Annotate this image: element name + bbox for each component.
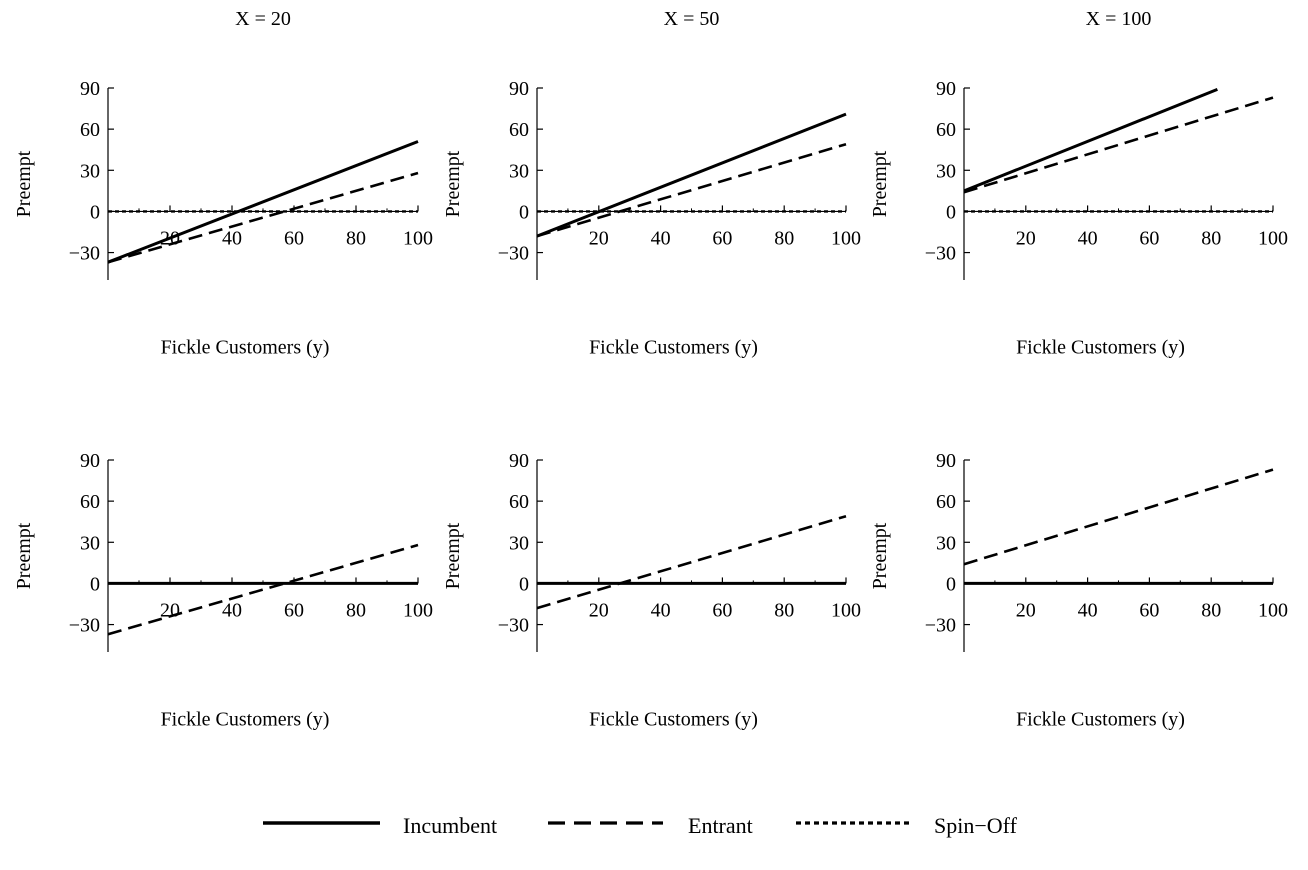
x-axis-title: Fickle Customers (y) <box>1016 708 1185 730</box>
y-tick-label: 60 <box>80 491 100 513</box>
series-entrant-line <box>536 142 847 238</box>
series-entrant-line <box>107 543 419 636</box>
y-axis-title: Preempt <box>13 150 35 217</box>
series-entrant-line <box>963 468 1274 566</box>
y-tick-label: 0 <box>519 201 529 223</box>
x-tick-label: 40 <box>1078 227 1098 249</box>
x-tick-label: 60 <box>1139 599 1159 621</box>
y-tick-label: −30 <box>925 615 956 637</box>
series-entrant-line <box>963 96 1274 194</box>
y-tick-label: 30 <box>80 160 100 182</box>
legend-label: Entrant <box>688 813 753 838</box>
series-incumbent-line <box>536 112 847 238</box>
y-tick-label: 90 <box>936 78 956 100</box>
x-tick-label: 80 <box>346 599 366 621</box>
panel-3: X = 100 −30 0 30 60 90 20 40 60 80 100 Preempt Fickl… <box>869 8 1288 358</box>
x-tick-label: 20 <box>1016 599 1036 621</box>
y-tick-label: 60 <box>509 119 529 141</box>
panel-6: −30 0 30 60 90 20 40 60 80 100 Preempt Fickle Custo… <box>869 450 1288 730</box>
x-tick-label: 100 <box>403 599 433 621</box>
y-axis-title: Preempt <box>442 522 464 589</box>
y-tick-label: 0 <box>519 573 529 595</box>
y-tick-label: 0 <box>90 573 100 595</box>
x-tick-label: 100 <box>403 227 433 249</box>
y-tick-label: 60 <box>509 491 529 513</box>
x-axis-title: Fickle Customers (y) <box>589 708 758 730</box>
y-tick-label: 0 <box>946 573 956 595</box>
y-tick-label: 90 <box>936 450 956 472</box>
x-axis-title: Fickle Customers (y) <box>1016 336 1185 358</box>
y-axis-title: Preempt <box>442 150 464 217</box>
panel-title: X = 100 <box>1086 8 1152 30</box>
y-tick-label: 90 <box>80 78 100 100</box>
panel-4: −30 0 30 60 90 20 40 60 80 100 Preempt Fickle Custo… <box>13 450 433 730</box>
x-axis-title: Fickle Customers (y) <box>161 708 330 730</box>
y-tick-label: 90 <box>80 450 100 472</box>
y-tick-label: 30 <box>80 532 100 554</box>
y-tick-label: 60 <box>80 119 100 141</box>
x-tick-label: 60 <box>284 227 304 249</box>
x-tick-label: 60 <box>284 599 304 621</box>
panel-title: X = 50 <box>664 8 720 30</box>
panel-5: −30 0 30 60 90 20 40 60 80 100 Preempt Fickle Custo… <box>442 450 861 730</box>
x-tick-label: 60 <box>1139 227 1159 249</box>
x-tick-label: 20 <box>589 599 609 621</box>
series-entrant-line <box>107 171 419 264</box>
y-tick-label: 0 <box>90 201 100 223</box>
x-tick-label: 20 <box>1016 227 1036 249</box>
x-tick-label: 60 <box>712 227 732 249</box>
x-tick-label: 80 <box>774 599 794 621</box>
x-tick-label: 80 <box>1201 227 1221 249</box>
x-tick-label: 100 <box>1258 599 1288 621</box>
y-tick-label: −30 <box>69 243 100 265</box>
x-axis-title: Fickle Customers (y) <box>161 336 330 358</box>
y-axis-title: Preempt <box>869 522 891 589</box>
series-entrant-line <box>536 514 847 610</box>
x-tick-label: 80 <box>346 227 366 249</box>
x-tick-label: 60 <box>712 599 732 621</box>
x-tick-label: 40 <box>1078 599 1098 621</box>
y-tick-label: −30 <box>69 615 100 637</box>
legend-label: Spin−Off <box>934 813 1018 838</box>
x-tick-label: 40 <box>222 227 242 249</box>
y-tick-label: 90 <box>509 78 529 100</box>
series-incumbent-line <box>963 88 1218 193</box>
x-tick-label: 20 <box>589 227 609 249</box>
x-tick-label: 40 <box>651 227 671 249</box>
y-tick-label: 60 <box>936 119 956 141</box>
x-tick-label: 100 <box>831 227 861 249</box>
series-incumbent-line <box>107 140 419 264</box>
x-tick-label: 20 <box>160 599 180 621</box>
y-axis-title: Preempt <box>869 150 891 217</box>
panel-2: X = 50 −30 0 30 60 90 20 40 60 80 100 Preempt Fickle… <box>442 8 861 358</box>
x-tick-label: 80 <box>774 227 794 249</box>
y-tick-label: 90 <box>509 450 529 472</box>
y-tick-label: 30 <box>936 532 956 554</box>
legend: Incumbent Entrant Spin−Off <box>263 813 1018 838</box>
y-tick-label: 60 <box>936 491 956 513</box>
y-tick-label: −30 <box>498 243 529 265</box>
y-tick-label: 30 <box>509 532 529 554</box>
y-tick-label: −30 <box>498 615 529 637</box>
y-tick-label: 30 <box>509 160 529 182</box>
y-tick-label: 0 <box>946 201 956 223</box>
x-axis-title: Fickle Customers (y) <box>589 336 758 358</box>
legend-label: Incumbent <box>403 813 497 838</box>
x-tick-label: 40 <box>651 599 671 621</box>
x-tick-label: 40 <box>222 599 242 621</box>
panel-title: X = 20 <box>235 8 291 30</box>
y-tick-label: −30 <box>925 243 956 265</box>
y-tick-label: 30 <box>936 160 956 182</box>
y-axis-title: Preempt <box>13 522 35 589</box>
x-tick-label: 80 <box>1201 599 1221 621</box>
x-tick-label: 100 <box>831 599 861 621</box>
x-tick-label: 100 <box>1258 227 1288 249</box>
